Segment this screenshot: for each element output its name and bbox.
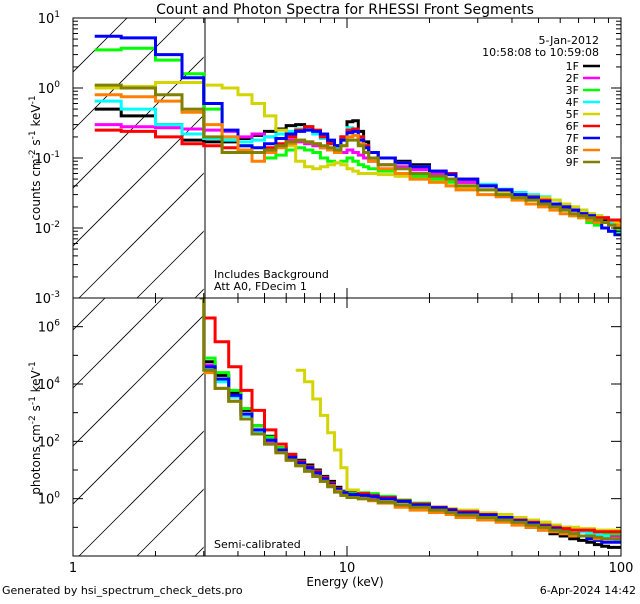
series-4F xyxy=(203,366,621,543)
x-axis-label: Energy (keV) xyxy=(306,575,383,589)
x-tick-label: 100 xyxy=(609,561,634,576)
legend-label-6F: 6F xyxy=(566,120,579,133)
y-tick-label: 104 xyxy=(38,376,61,393)
x-tick-labels: 1 10 100 xyxy=(69,561,634,576)
series-5F xyxy=(295,368,621,532)
legend-label-7F: 7F xyxy=(566,132,579,145)
axis-ticks xyxy=(72,298,621,557)
legend-label-1F: 1F xyxy=(566,60,579,73)
series-9F xyxy=(94,83,621,230)
hatch-line xyxy=(73,18,128,73)
plot-frame xyxy=(72,297,622,557)
y-tick-label: 10-2 xyxy=(34,220,60,237)
y-tick-label: 102 xyxy=(38,433,60,450)
hatch-line xyxy=(73,56,204,189)
y-tick-label: 100 xyxy=(38,80,61,97)
hatch-line xyxy=(253,256,553,556)
x-tick-label: 10 xyxy=(339,561,356,576)
time-range-annotation: 10:58:08 to 10:59:08 xyxy=(482,46,599,59)
hatch-line xyxy=(136,230,204,298)
series-6F xyxy=(203,316,621,534)
y-tick-label: 10-3 xyxy=(34,290,60,307)
generated-by-footer: Generated by hsi_spectrum_check_dets.pro xyxy=(2,584,243,597)
hatch-lines xyxy=(0,256,553,556)
y-tick-labels: 106 104 102 100 xyxy=(38,319,61,508)
y-tick-label: 106 xyxy=(38,319,61,336)
hatched-region xyxy=(0,256,553,556)
hatch-line xyxy=(73,298,164,389)
legend-label-8F: 8F xyxy=(566,144,579,157)
series-8F xyxy=(203,371,621,541)
y-tick-label: 10-1 xyxy=(34,150,60,167)
y-tick-label: 100 xyxy=(38,491,61,508)
hatch-line xyxy=(78,172,204,298)
background-note: Includes Background xyxy=(214,268,329,281)
x-tick-label: 1 xyxy=(69,561,77,576)
series-7F xyxy=(203,365,621,544)
chart-title: Count and Photon Spectra for RHESSI Fron… xyxy=(156,2,534,18)
date-annotation: 5-Jan-2012 xyxy=(539,34,600,47)
hatch-line xyxy=(73,314,204,447)
legend-label-3F: 3F xyxy=(566,84,579,97)
legend-label-5F: 5F xyxy=(566,108,579,121)
hatch-line xyxy=(0,0,89,298)
count-series-group xyxy=(94,34,621,237)
calibration-note: Semi-calibrated xyxy=(214,538,301,551)
series-9F xyxy=(199,298,621,541)
series-7F xyxy=(94,34,621,237)
y-axis-label: photons cm-2 s-1 keV-1 xyxy=(28,361,43,495)
timestamp-footer: 6-Apr-2024 14:42 xyxy=(540,584,636,597)
y-tick-label: 101 xyxy=(38,10,60,27)
count-spectrum-panel: 101 100 10-1 10-2 10-3 counts cm-2 s-1 keV-1… xyxy=(0,0,640,307)
y-axis-label: counts cm-2 s-1 keV-1 xyxy=(28,95,43,220)
legend-label-9F: 9F xyxy=(566,156,579,169)
series-1F xyxy=(203,360,621,549)
hatch-line xyxy=(73,372,204,505)
attenuator-note: Att A0, FDecim 1 xyxy=(214,280,307,293)
axis-ticks xyxy=(72,18,621,299)
hatch-line xyxy=(73,298,106,331)
photon-series-group xyxy=(199,298,621,549)
legend-label-2F: 2F xyxy=(566,72,579,85)
hatch-line xyxy=(427,0,640,298)
hatch-line xyxy=(0,0,31,298)
hatch-line xyxy=(136,488,204,556)
hatch-line xyxy=(78,430,204,556)
photon-spectrum-panel: 106 104 102 100 1 10 100 photons cm-2 s-1 keV… xyxy=(0,256,634,589)
legend-label-4F: 4F xyxy=(566,96,579,109)
hatch-line xyxy=(73,114,204,247)
hatch-line xyxy=(0,256,31,556)
y-tick-labels: 101 100 10-1 10-2 10-3 xyxy=(34,10,60,307)
